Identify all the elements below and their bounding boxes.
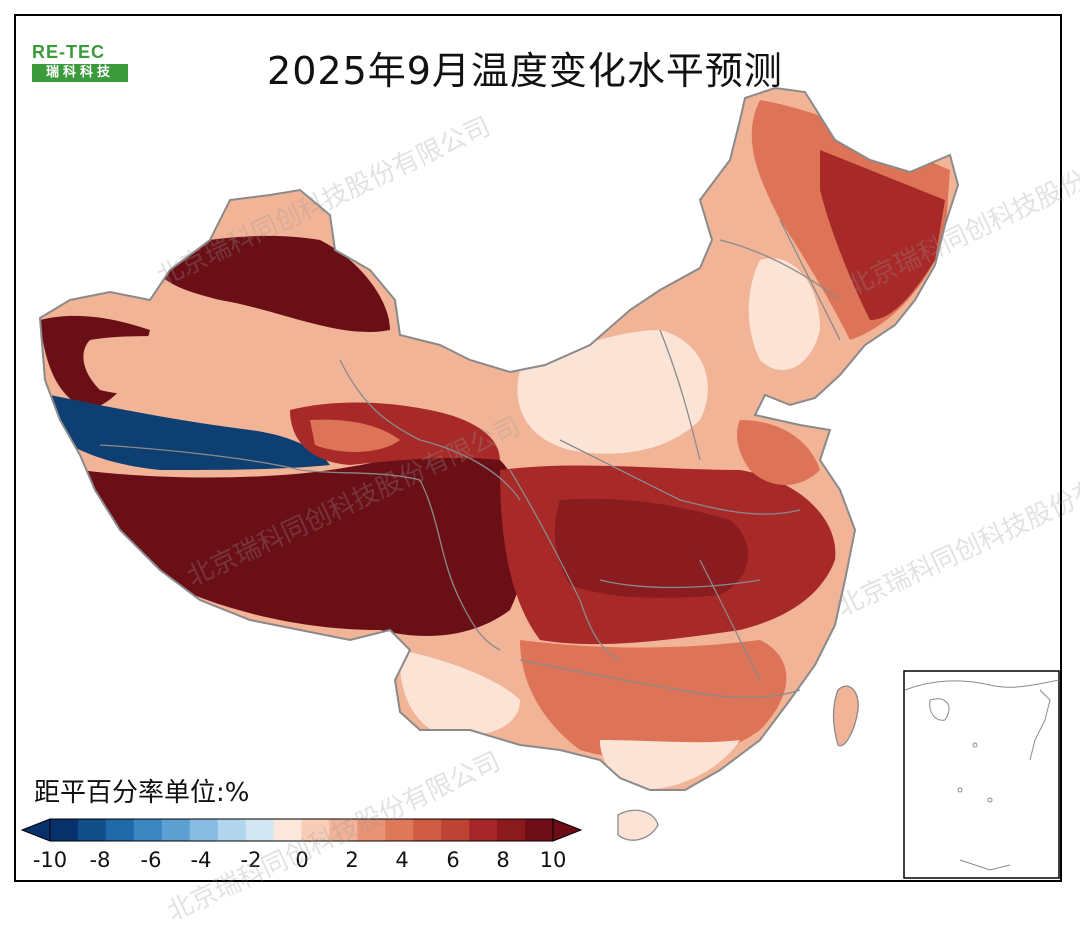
colorbar-segment xyxy=(469,819,498,841)
colorbar-border xyxy=(49,818,554,842)
colorbar-segment xyxy=(497,819,526,841)
colorbar-segment xyxy=(105,819,135,841)
legend-tick: 4 xyxy=(395,848,409,872)
south-mid-zone xyxy=(520,640,787,761)
border-xinjiang-tibet xyxy=(99,444,421,481)
tarim-low-zone xyxy=(83,336,345,405)
north-xinjiang-high-zone xyxy=(150,235,390,333)
inset-hainan xyxy=(929,698,950,721)
border-shanxi-hebei xyxy=(659,329,701,461)
colorbar-segment xyxy=(441,819,470,841)
colorbar-segment xyxy=(217,819,247,841)
legend-tick: 0 xyxy=(295,848,309,872)
company-logo: RE-TEC 瑞科科技 xyxy=(32,42,128,82)
legend-tick: 6 xyxy=(446,848,460,872)
yunnan-pale-zone xyxy=(399,650,520,737)
south-coast-pale-zone xyxy=(600,740,740,790)
northeast-pale-zone xyxy=(748,258,820,370)
provincial-borders xyxy=(99,219,841,699)
tibet-very-high-zone xyxy=(80,451,527,636)
taiwan-island xyxy=(832,685,859,747)
border-xinjiang-qinghai xyxy=(339,359,521,501)
border-hunan-jiangxi xyxy=(599,579,761,589)
legend-tick: 10 xyxy=(539,848,567,872)
colorbar-segment xyxy=(245,819,275,841)
south-china-sea-inset xyxy=(903,670,1060,879)
colorbar-segment xyxy=(525,819,554,841)
inset-dashline-east xyxy=(1029,689,1051,761)
inset-dashline-south xyxy=(959,859,1011,871)
legend-tick: -8 xyxy=(89,848,111,872)
colorbar-max-arrow xyxy=(552,818,583,842)
border-shaanxi-henan xyxy=(559,439,801,515)
colorbar-segment xyxy=(50,819,79,841)
border-sichuan-chongqing xyxy=(509,469,621,661)
legend-tick: -4 xyxy=(190,848,212,872)
page-title: 2025年9月温度变化水平预测 xyxy=(267,49,783,93)
legend-tick: -2 xyxy=(240,848,262,872)
legend-tick: 2 xyxy=(345,848,359,872)
hainan-island xyxy=(617,809,659,841)
logo-wordmark: RE-TEC xyxy=(32,42,105,62)
northeast-high-zone xyxy=(820,150,945,320)
legend-tick: -10 xyxy=(32,848,68,872)
inset-mainland-coast xyxy=(905,679,1059,691)
inset-coastline xyxy=(905,679,1059,871)
logo-chinese-name: 瑞科科技 xyxy=(32,64,128,82)
colorbar-segment xyxy=(413,819,442,841)
legend-title: 距平百分率单位:% xyxy=(34,778,250,808)
border-tibet-sichuan xyxy=(419,479,501,651)
inset-islands-b xyxy=(987,797,993,803)
legend-colorbar xyxy=(20,818,583,842)
border-guangxi-guangdong xyxy=(519,659,801,699)
colorbar-segment xyxy=(77,819,107,841)
colorbar-segment xyxy=(161,819,191,841)
shandong-mid-zone xyxy=(737,420,820,485)
qinghai-mid-zone xyxy=(310,419,400,452)
north-pale-zone xyxy=(517,330,708,454)
colorbar-segment xyxy=(273,819,302,841)
colorbar-segment xyxy=(133,819,163,841)
colorbar-segment xyxy=(189,819,219,841)
inset-islands-c xyxy=(957,787,963,793)
colorbar-min-arrow xyxy=(20,818,51,842)
colorbar-segment xyxy=(329,819,358,841)
central-very-high-zone xyxy=(554,498,749,598)
colorbar-segment xyxy=(357,819,386,841)
border-inner-mongolia-jilin xyxy=(719,239,841,301)
colorbar-segment xyxy=(385,819,414,841)
negative-anomaly-band xyxy=(50,395,330,470)
colorbar-segment xyxy=(301,819,330,841)
legend-tick: 8 xyxy=(496,848,510,872)
border-jiangxi-fujian xyxy=(699,559,761,681)
legend-tick: -6 xyxy=(140,848,162,872)
inset-islands-a xyxy=(972,742,978,748)
temperature-anomaly-map xyxy=(39,87,1060,879)
